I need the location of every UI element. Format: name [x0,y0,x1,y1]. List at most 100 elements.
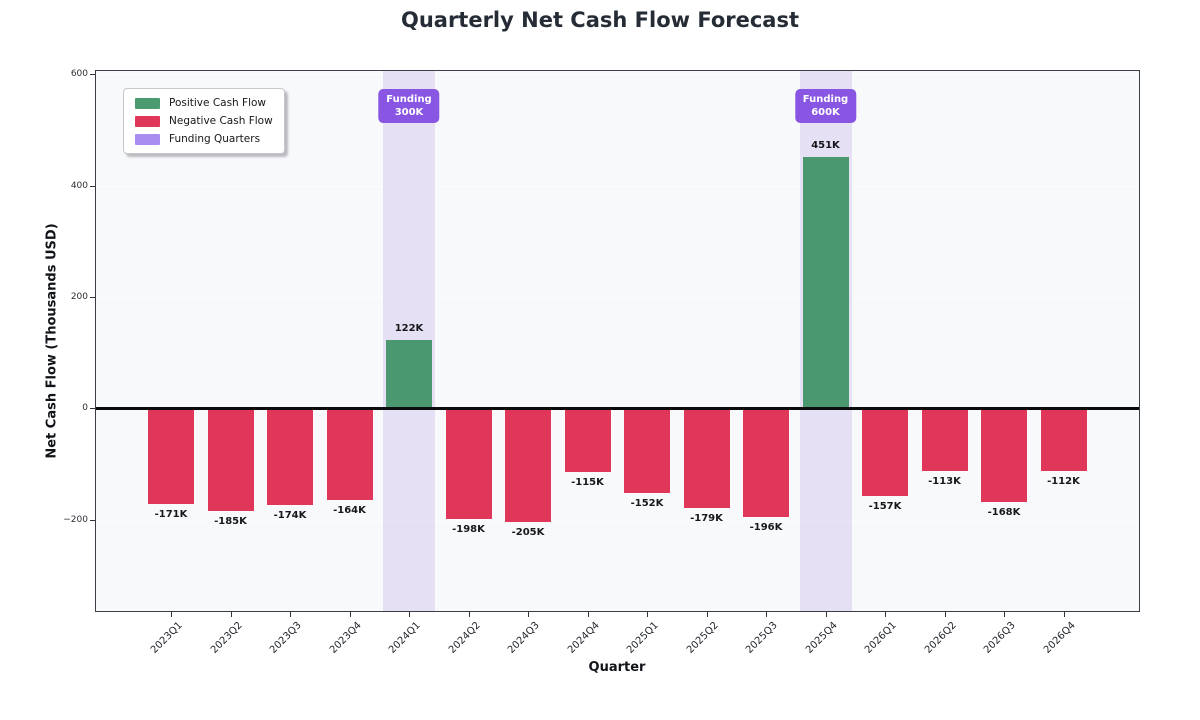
x-tick-label: 2025Q1 [624,620,661,656]
funding-quarters-swatch-icon [135,133,160,145]
bar-value-label: -113K [928,476,961,488]
bar-value-label: -157K [868,500,902,512]
x-tick-mark [885,612,886,617]
x-tick-mark [1063,612,1065,617]
x-tick-mark [349,612,351,617]
legend-item-positive: Positive Cash Flow [135,97,273,109]
x-tick-mark [230,612,232,617]
x-tick-label: 2023Q2 [208,620,245,656]
legend-item-funding: Funding Quarters [135,133,273,145]
x-tick-mark [944,612,946,617]
x-tick-mark [706,612,708,617]
bar-value-label: -171K [154,508,188,520]
bar-negative [921,408,968,472]
x-tick-label: 2023Q1 [148,620,185,656]
bar-value-label: 122K [394,323,424,335]
bar-value-label: -196K [749,522,783,534]
bar-negative [445,408,492,519]
bar-negative [1040,408,1087,471]
funding-badge-title: Funding [386,94,432,105]
bar-value-label: -115K [571,477,604,489]
legend-label-negative: Negative Cash Flow [169,115,273,127]
bar-value-label: -112K [1047,475,1080,487]
y-tick-label: 200 [70,292,88,303]
gridline [96,185,1139,187]
bar-negative [267,408,313,506]
x-tick-label: 2024Q2 [446,620,483,656]
bar-negative [326,408,373,500]
y-tick-label: 600 [70,69,88,80]
positive-cash-flow-swatch-icon [135,97,160,109]
bar-value-label: 451K [811,140,840,152]
bar-negative [683,408,730,508]
gridline [96,297,1139,299]
x-axis-label: Quarter [588,660,646,675]
x-tick-mark [1004,612,1005,617]
bar-value-label: -152K [630,497,664,509]
x-tick-label: 2023Q4 [327,620,364,656]
y-tick-mark [90,74,95,76]
x-tick-label: 2024Q3 [505,620,542,656]
legend-item-negative: Negative Cash Flow [135,115,273,127]
y-tick-mark [90,408,95,410]
x-tick-mark [647,612,648,617]
bar-negative [981,408,1027,502]
gridline [96,519,1139,521]
x-tick-label: 2026Q4 [1041,620,1078,656]
funding-badge-amount: 600K [811,107,840,118]
bar-value-label: -185K [214,516,247,528]
bar-negative [505,408,551,523]
bar-negative [743,408,789,518]
gridline [96,74,1139,76]
bar-value-label: -164K [333,504,366,516]
y-tick-label: 400 [70,180,88,191]
x-tick-mark [409,612,410,617]
bar-value-label: -174K [273,510,307,522]
legend: Positive Cash Flow Negative Cash Flow Fu… [123,88,285,154]
bar-value-label: -198K [452,523,485,535]
bar-value-label: -168K [987,506,1021,518]
bar-value-label: -205K [511,527,545,539]
y-tick-label: −200 [63,514,88,525]
legend-label-positive: Positive Cash Flow [169,97,267,109]
funding-badge-amount: 300K [394,107,424,118]
bar-positive [802,157,849,409]
funding-badge-title: Funding [802,94,849,105]
bar-positive [386,340,432,409]
x-tick-label: 2024Q1 [386,620,423,656]
negative-cash-flow-swatch-icon [135,115,160,127]
x-tick-label: 2023Q3 [267,620,304,656]
x-tick-mark [766,612,767,617]
funding-badge: Funding 300K [378,89,440,123]
x-tick-mark [290,612,291,617]
bar-negative [148,408,194,504]
x-tick-label: 2025Q3 [743,620,780,656]
x-tick-mark [468,612,470,617]
zero-line [96,406,1139,410]
y-tick-mark [90,185,95,187]
funding-badge: Funding 600K [794,89,857,123]
y-tick-label: 0 [82,403,88,414]
x-tick-label: 2026Q2 [922,620,959,656]
x-tick-mark [587,612,589,617]
x-tick-label: 2026Q3 [981,620,1018,656]
legend-label-funding: Funding Quarters [169,133,261,145]
bar-negative [862,408,908,496]
bar-negative [207,408,254,512]
x-tick-label: 2025Q4 [803,620,840,656]
plot-area: Positive Cash Flow Negative Cash Flow Fu… [63,69,1140,656]
bar-value-label: -179K [690,513,723,524]
x-tick-label: 2025Q2 [684,620,721,656]
x-tick-mark [528,612,529,617]
y-tick-mark [90,297,95,299]
x-tick-label: 2026Q1 [862,620,899,656]
chart-title: Quarterly Net Cash Flow Forecast [400,8,800,32]
x-tick-label: 2024Q4 [565,620,602,656]
y-tick-mark [90,519,95,521]
bar-negative [564,408,611,473]
bar-negative [624,408,670,493]
x-tick-mark [825,612,827,617]
x-tick-mark [171,612,172,617]
y-axis-label: Net Cash Flow (Thousands USD) [44,223,60,459]
